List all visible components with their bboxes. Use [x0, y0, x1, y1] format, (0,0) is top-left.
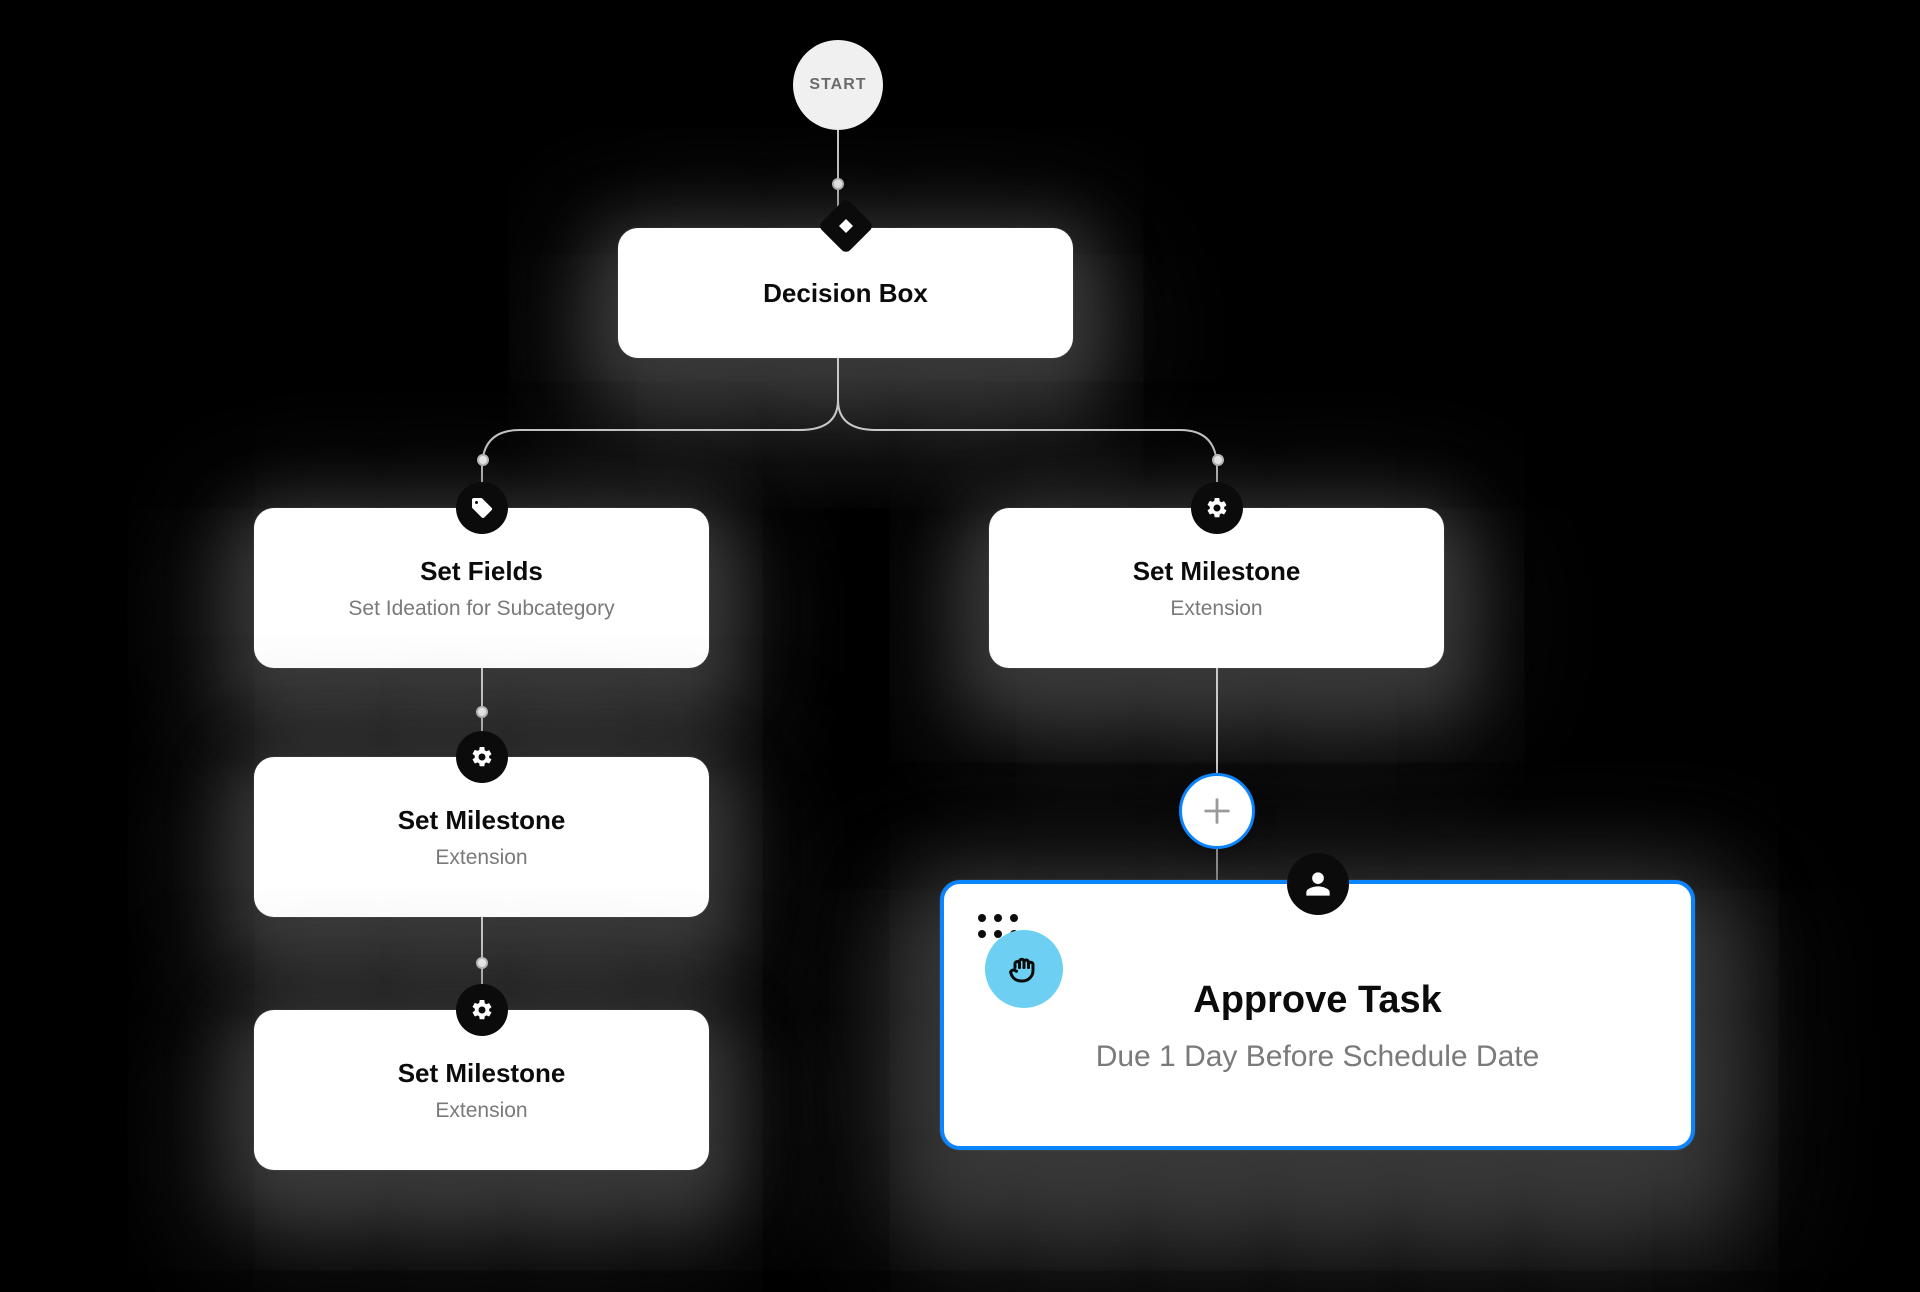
- node-title: Set Milestone: [1133, 556, 1301, 587]
- diamond-icon: [817, 198, 874, 255]
- node-subtitle: Extension: [435, 846, 527, 870]
- node-title: Decision Box: [763, 278, 928, 309]
- start-node[interactable]: START: [793, 40, 883, 130]
- node-decision-box[interactable]: Decision Box: [618, 228, 1073, 358]
- node-title: Set Fields: [420, 556, 543, 587]
- node-subtitle: Extension: [435, 1099, 527, 1123]
- node-set-milestone-left-2[interactable]: Set Milestone Extension: [254, 1010, 709, 1170]
- connector-dot: [476, 706, 488, 718]
- node-title: Set Milestone: [398, 1058, 566, 1089]
- workflow-canvas[interactable]: START Decision Box Set Fields Set Ideati…: [0, 0, 1920, 1292]
- grab-cursor-icon: [985, 930, 1063, 1008]
- person-icon: [1287, 853, 1349, 915]
- node-subtitle: Extension: [1170, 597, 1262, 621]
- node-set-milestone-right[interactable]: Set Milestone Extension: [989, 508, 1444, 668]
- add-step-button[interactable]: [1179, 773, 1255, 849]
- node-title: Set Milestone: [398, 805, 566, 836]
- connector-dot: [476, 957, 488, 969]
- gear-icon: [1191, 482, 1243, 534]
- gear-icon: [456, 984, 508, 1036]
- node-subtitle: Due 1 Day Before Schedule Date: [1096, 1040, 1540, 1074]
- node-set-fields[interactable]: Set Fields Set Ideation for Subcategory: [254, 508, 709, 668]
- connector-dot: [832, 178, 844, 190]
- start-label: START: [809, 76, 866, 94]
- connector-dot: [477, 454, 489, 466]
- connector-dot: [1212, 454, 1224, 466]
- node-approve-task[interactable]: Approve Task Due 1 Day Before Schedule D…: [940, 880, 1695, 1150]
- tag-icon: [456, 482, 508, 534]
- gear-icon: [456, 731, 508, 783]
- node-set-milestone-left-1[interactable]: Set Milestone Extension: [254, 757, 709, 917]
- node-title: Approve Task: [1193, 979, 1441, 1022]
- node-subtitle: Set Ideation for Subcategory: [348, 597, 614, 621]
